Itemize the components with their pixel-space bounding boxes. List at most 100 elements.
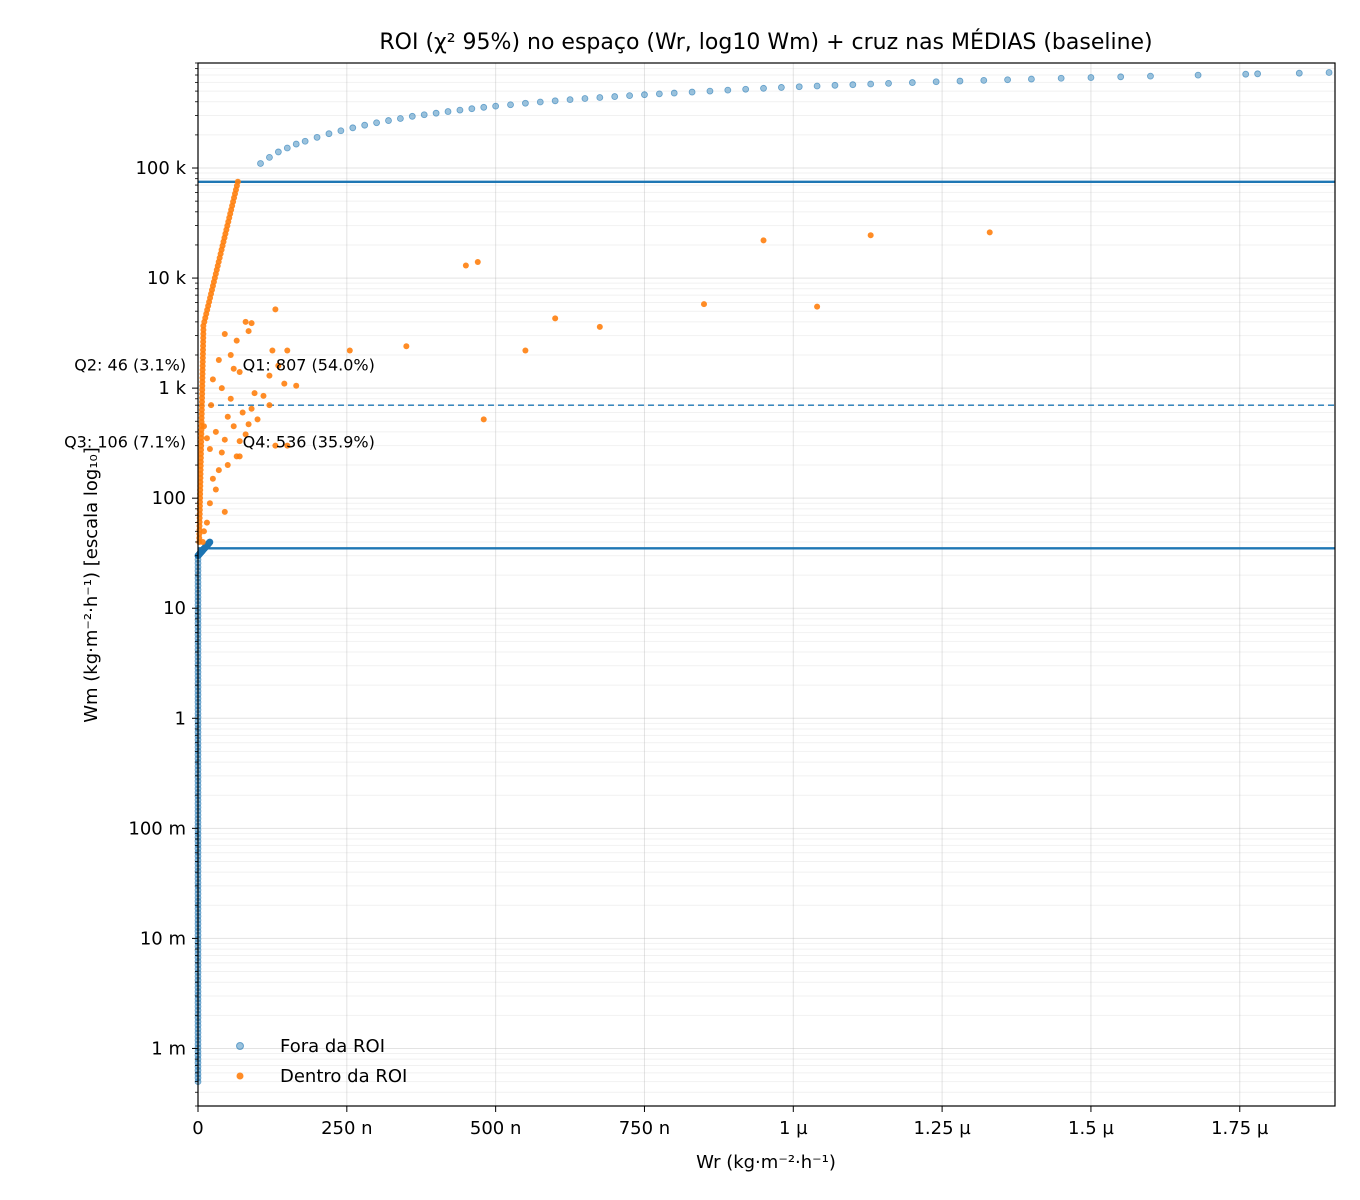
- scatter-point-dentro: [230, 365, 237, 372]
- scatter-point-dentro: [245, 328, 252, 335]
- scatter-point-fora: [956, 77, 964, 85]
- scatter-point-dentro: [200, 528, 207, 535]
- scatter-point-dentro: [209, 475, 216, 482]
- scatter-point-dentro: [215, 357, 222, 364]
- scatter-point-dentro: [266, 402, 273, 409]
- scatter-point-fora: [706, 87, 714, 95]
- scatter-point-fora: [670, 89, 678, 97]
- scatter-point-fora: [1295, 69, 1303, 77]
- scatter-point-fora: [1057, 74, 1065, 82]
- scatter-point-fora: [1254, 70, 1262, 78]
- scatter-point-fora: [266, 153, 273, 161]
- scatter-point-fora: [867, 80, 875, 88]
- quadrant-label: Q4: 536 (35.9%): [243, 432, 375, 451]
- scatter-point-dentro: [227, 395, 234, 402]
- scatter-point-dentro: [218, 449, 225, 456]
- scatter-point-dentro: [206, 500, 213, 507]
- scatter-point-fora: [206, 538, 214, 546]
- x-tick-label: 500 n: [470, 1118, 522, 1139]
- scatter-point-fora: [420, 111, 428, 119]
- y-tick-label: 100: [152, 488, 186, 509]
- x-tick-label: 1.5 µ: [1068, 1118, 1114, 1139]
- scatter-point-fora: [1325, 69, 1333, 76]
- scatter-point-fora: [480, 103, 488, 111]
- scatter-points: [194, 69, 1333, 1085]
- legend-marker-dentro: [236, 1072, 244, 1080]
- quadrant-label: Q3: 106 (7.1%): [64, 432, 186, 451]
- scatter-point-dentro: [814, 303, 821, 310]
- scatter-point-dentro: [221, 331, 228, 338]
- scatter-point-fora: [813, 82, 821, 90]
- scatter-point-dentro: [236, 369, 243, 376]
- axes: 0 250 n 500 n 750 n 1 µ 1.25 µ 1.5 µ 1.75 µ 1 m 1…: [128, 62, 1269, 1139]
- scatter-point-fora: [611, 93, 619, 100]
- scatter-point-fora: [1194, 71, 1202, 79]
- scatter-point-dentro: [272, 442, 279, 449]
- scatter-point-fora: [292, 140, 300, 148]
- scatter-point-fora: [274, 148, 282, 156]
- y-tick-label: 1 m: [151, 1038, 186, 1059]
- legend-marker-fora: [236, 1042, 244, 1050]
- scatter-point-fora: [283, 144, 291, 152]
- scatter-point-fora: [444, 108, 452, 115]
- scatter-point-fora: [566, 96, 574, 104]
- y-tick-label: 10 m: [140, 928, 186, 949]
- scatter-point-dentro: [206, 445, 213, 452]
- legend-label-dentro: Dentro da ROI: [280, 1066, 407, 1087]
- scatter-point-dentro: [275, 362, 282, 369]
- scatter-point-dentro: [462, 262, 469, 269]
- scatter-point-dentro: [403, 343, 410, 350]
- scatter-point-dentro: [242, 318, 249, 325]
- x-tick-label: 1.25 µ: [913, 1118, 971, 1139]
- legend: Fora da ROI Dentro da ROI: [236, 1036, 407, 1087]
- scatter-point-dentro: [203, 519, 210, 526]
- scatter-point-dentro: [233, 337, 240, 344]
- scatter-point-fora: [777, 84, 785, 91]
- scatter-point-fora: [1087, 74, 1095, 81]
- scatter-point-fora: [1147, 72, 1154, 80]
- chart-title: ROI (χ² 95%) no espaço (Wr, log10 Wm) + …: [379, 29, 1152, 55]
- scatter-point-fora: [655, 90, 663, 98]
- scatter-point-fora: [349, 124, 357, 132]
- scatter-point-fora: [468, 105, 476, 113]
- scatter-point-fora: [507, 101, 514, 109]
- x-tick-label: 1.75 µ: [1211, 1118, 1269, 1139]
- scatter-point-dentro: [248, 405, 255, 412]
- scatter-point-fora: [908, 79, 916, 86]
- scatter-point-dentro: [346, 347, 353, 354]
- scatter-point-fora: [1004, 76, 1011, 84]
- scatter-point-dentro: [272, 306, 279, 313]
- x-tick-label: 250 n: [321, 1118, 373, 1139]
- scatter-point-fora: [795, 83, 803, 91]
- scatter-point-fora: [492, 102, 500, 110]
- scatter-point-fora: [932, 78, 940, 86]
- scatter-point-dentro: [239, 409, 246, 416]
- scatter-point-fora: [849, 81, 857, 89]
- scatter-point-fora: [361, 121, 369, 129]
- scatter-point-dentro: [203, 435, 210, 442]
- scatter-point-fora: [885, 79, 892, 87]
- scatter-point-fora: [980, 76, 988, 84]
- scatter-point-dentro: [230, 423, 237, 430]
- scatter-point-dentro: [242, 431, 249, 438]
- y-tick-label: 10: [163, 598, 186, 619]
- scatter-point-dentro: [215, 467, 222, 474]
- y-tick-label: 100 k: [135, 158, 186, 179]
- quadrant-label: Q1: 807 (54.0%): [243, 355, 375, 374]
- scatter-point-dentro: [281, 380, 288, 387]
- scatter-point-fora: [1242, 70, 1250, 78]
- scatter-point-dentro: [293, 382, 300, 389]
- scatter-point-fora: [581, 95, 589, 102]
- scatter-point-dentro: [221, 508, 228, 515]
- scatter-point-fora: [432, 109, 440, 117]
- y-tick-label: 1: [175, 708, 186, 729]
- scatter-point-dentro: [221, 436, 228, 443]
- scatter-point-fora: [337, 127, 345, 135]
- scatter-point-fora: [641, 91, 648, 99]
- scatter-point-fora: [626, 92, 633, 100]
- scatter-point-dentro: [224, 462, 231, 469]
- scatter-point-dentro: [251, 390, 258, 397]
- scatter-point-dentro: [596, 323, 603, 330]
- scatter-point-dentro: [212, 486, 219, 493]
